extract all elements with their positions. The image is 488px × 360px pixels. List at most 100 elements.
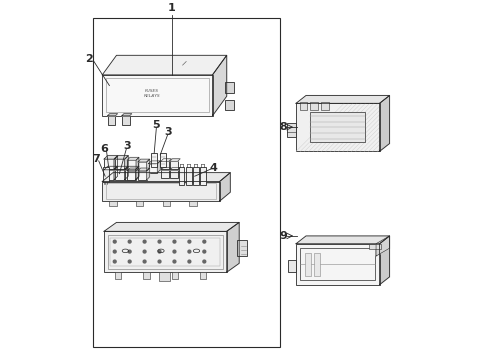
Polygon shape: [122, 114, 132, 116]
Circle shape: [203, 260, 205, 263]
Text: FUSES
RELAYS: FUSES RELAYS: [143, 89, 160, 98]
Polygon shape: [226, 222, 239, 272]
Bar: [125, 170, 135, 180]
Polygon shape: [114, 156, 117, 169]
Bar: [93, 18, 280, 347]
Bar: [110, 238, 220, 266]
Bar: [159, 272, 169, 281]
Text: 2: 2: [85, 54, 92, 64]
Circle shape: [143, 260, 146, 263]
Bar: [368, 244, 381, 249]
Bar: [193, 167, 198, 185]
Polygon shape: [115, 156, 128, 159]
Bar: [104, 170, 114, 180]
Bar: [138, 162, 146, 171]
Bar: [104, 231, 226, 272]
Bar: [313, 253, 320, 276]
Polygon shape: [375, 236, 389, 256]
Polygon shape: [169, 159, 180, 161]
Polygon shape: [161, 159, 171, 161]
Circle shape: [158, 250, 161, 253]
Bar: [138, 171, 146, 180]
Circle shape: [128, 250, 131, 253]
Polygon shape: [146, 168, 149, 180]
Polygon shape: [379, 236, 389, 285]
Polygon shape: [127, 157, 139, 160]
Bar: [286, 123, 295, 137]
Circle shape: [187, 260, 190, 263]
Bar: [151, 153, 157, 167]
Bar: [148, 164, 157, 173]
Polygon shape: [379, 95, 389, 151]
Bar: [320, 102, 328, 111]
Polygon shape: [295, 95, 389, 103]
Bar: [127, 171, 136, 180]
Circle shape: [173, 250, 176, 253]
Polygon shape: [124, 166, 128, 180]
Bar: [295, 244, 379, 285]
Polygon shape: [138, 159, 149, 162]
Bar: [169, 161, 177, 169]
Bar: [310, 102, 318, 111]
Polygon shape: [136, 157, 139, 169]
Bar: [305, 253, 311, 276]
Polygon shape: [146, 159, 149, 171]
Bar: [171, 272, 178, 279]
Polygon shape: [107, 114, 117, 116]
Text: 5: 5: [152, 120, 160, 130]
Bar: [185, 167, 191, 185]
Polygon shape: [104, 222, 239, 231]
Polygon shape: [127, 168, 139, 171]
Bar: [178, 167, 184, 185]
Bar: [115, 170, 124, 180]
Polygon shape: [102, 55, 226, 75]
Circle shape: [113, 260, 116, 263]
Bar: [122, 116, 129, 125]
Bar: [299, 102, 307, 111]
Polygon shape: [114, 166, 117, 180]
Bar: [161, 170, 168, 178]
Bar: [189, 201, 196, 206]
Bar: [136, 201, 143, 206]
Polygon shape: [148, 161, 160, 164]
Bar: [143, 272, 149, 279]
Text: 9: 9: [279, 231, 287, 241]
Bar: [200, 272, 206, 279]
Text: 1: 1: [167, 3, 175, 13]
Bar: [163, 201, 169, 206]
Circle shape: [143, 250, 146, 253]
Bar: [102, 181, 219, 201]
Polygon shape: [136, 168, 139, 180]
Polygon shape: [169, 168, 180, 170]
Bar: [127, 160, 136, 169]
Circle shape: [113, 240, 116, 243]
Bar: [200, 167, 205, 185]
Bar: [115, 272, 121, 279]
Bar: [224, 82, 233, 93]
Circle shape: [113, 250, 116, 253]
Bar: [295, 103, 379, 151]
Circle shape: [158, 240, 161, 243]
Polygon shape: [138, 168, 149, 171]
Bar: [105, 183, 216, 199]
Bar: [287, 260, 295, 272]
Polygon shape: [157, 161, 160, 173]
Polygon shape: [135, 166, 139, 180]
Polygon shape: [115, 166, 128, 170]
Bar: [169, 170, 177, 178]
Polygon shape: [125, 166, 139, 170]
Bar: [161, 161, 168, 169]
Bar: [237, 240, 247, 256]
Polygon shape: [102, 173, 230, 181]
Polygon shape: [104, 166, 117, 170]
Circle shape: [187, 250, 190, 253]
Circle shape: [128, 260, 131, 263]
Bar: [102, 75, 212, 116]
Text: 7: 7: [92, 154, 100, 164]
Polygon shape: [124, 156, 128, 169]
Circle shape: [173, 260, 176, 263]
Bar: [103, 167, 108, 181]
Text: 3: 3: [123, 141, 131, 151]
Polygon shape: [161, 168, 171, 170]
Circle shape: [173, 240, 176, 243]
